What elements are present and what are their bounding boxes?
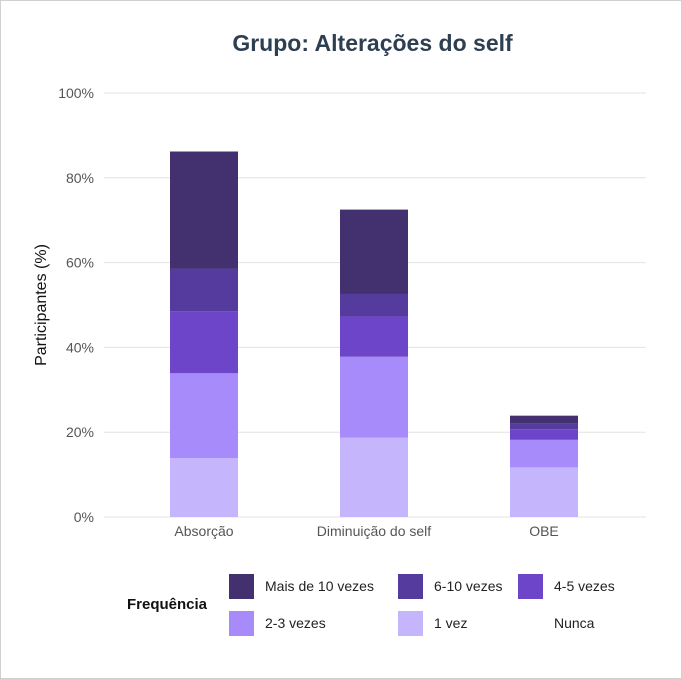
bar-segment [170, 311, 238, 374]
bar-segment [340, 356, 408, 438]
legend-item: Mais de 10 vezes [229, 573, 374, 599]
legend-swatch [518, 611, 543, 636]
legend-item: 6-10 vezes [398, 573, 502, 599]
y-tick-label: 60% [66, 255, 94, 271]
y-tick-label: 100% [58, 85, 94, 101]
legend-swatch [518, 573, 543, 599]
legend-label: 4-5 vezes [554, 578, 615, 594]
y-axis-title: Participantes (%) [33, 244, 50, 366]
x-tick-label: Absorção [174, 523, 233, 539]
legend-label: Nunca [554, 615, 595, 631]
bar-segment [340, 316, 408, 357]
legend-label: 1 vez [434, 615, 468, 631]
legend-swatch [398, 573, 423, 599]
bar-segment [510, 439, 578, 468]
bar-segment [170, 458, 238, 517]
legend-item: Nunca [518, 610, 594, 636]
legend-title: Frequência [127, 596, 208, 613]
chart-title: Grupo: Alterações do self [232, 30, 513, 56]
bar-segment [510, 423, 578, 430]
bar-segment [170, 268, 238, 312]
bar-segment [510, 415, 578, 424]
legend-label: Mais de 10 vezes [265, 578, 374, 594]
x-tick-label: OBE [529, 523, 559, 539]
legend-swatch [229, 610, 254, 636]
y-tick-label: 0% [74, 509, 94, 525]
legend-swatch [398, 610, 423, 636]
legend-item: 1 vez [398, 610, 467, 636]
legend-swatch [229, 573, 254, 599]
bar-segment [340, 437, 408, 517]
legend-label: 2-3 vezes [265, 615, 326, 631]
legend-item: 2-3 vezes [229, 610, 326, 636]
y-tick-label: 40% [66, 339, 94, 355]
bar-segment [510, 467, 578, 517]
bar-segment [340, 293, 408, 317]
y-tick-label: 20% [66, 424, 94, 440]
bar-segment [510, 429, 578, 440]
legend-label: 6-10 vezes [434, 578, 503, 594]
bar-segment [170, 373, 238, 459]
y-tick-label: 80% [66, 170, 94, 186]
x-tick-label: Diminuição do self [317, 523, 431, 539]
legend-item: 4-5 vezes [518, 573, 615, 599]
bar-segment [170, 151, 238, 269]
bar-segment [340, 209, 408, 294]
